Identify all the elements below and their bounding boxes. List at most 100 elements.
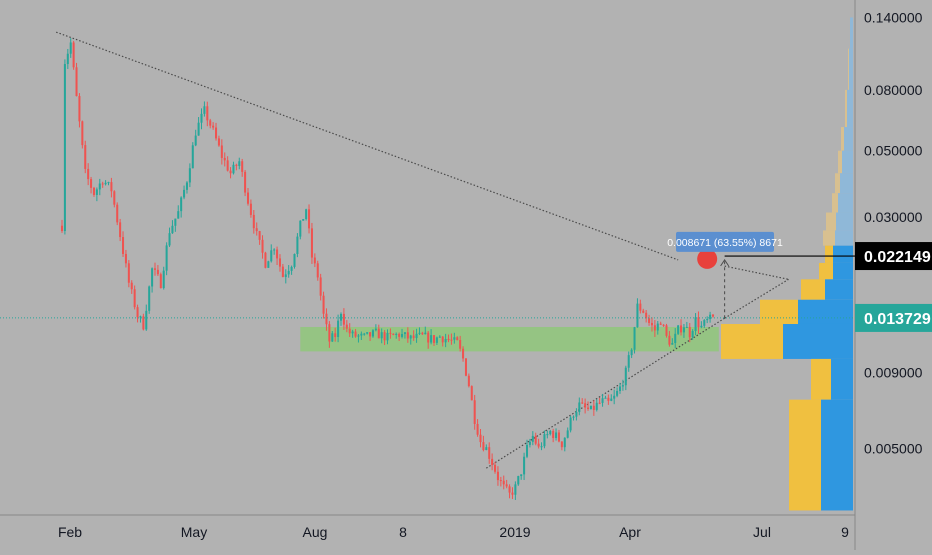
time-axis[interactable]: Feb May Aug 8 2019 Apr Jul 9	[58, 524, 849, 540]
candle-body	[162, 270, 165, 289]
candle	[87, 163, 90, 186]
candle	[464, 358, 467, 377]
candle-body	[124, 253, 127, 264]
candle-body	[342, 313, 345, 325]
volume-profile-sell	[845, 89, 847, 128]
candle-body	[441, 336, 444, 343]
measure-tool[interactable]: 0.008671 (63.55%) 8671	[667, 231, 783, 319]
candle-body	[119, 222, 122, 238]
candle	[560, 441, 563, 451]
trendlines[interactable]	[55, 31, 789, 469]
candle	[191, 142, 194, 169]
candle	[122, 231, 125, 257]
candle	[491, 453, 494, 471]
candle	[148, 285, 151, 314]
candle	[342, 308, 345, 330]
candle-body	[476, 423, 479, 435]
candle	[528, 438, 531, 448]
candle-body	[444, 338, 447, 343]
candle-body	[424, 332, 427, 335]
candle-body	[494, 464, 497, 472]
candle-body	[110, 182, 113, 192]
candle	[398, 332, 401, 341]
candle-body	[258, 231, 261, 240]
candle	[671, 338, 674, 345]
candle	[339, 312, 343, 326]
candle-body	[337, 320, 340, 337]
candle-body	[145, 310, 148, 330]
candle-body	[328, 324, 331, 342]
x-tick-label: Aug	[303, 524, 328, 540]
candle-body	[215, 127, 218, 139]
candle	[401, 328, 404, 339]
candle-body	[569, 417, 572, 431]
candle	[485, 444, 488, 451]
volume-profile-sell	[760, 299, 798, 324]
candle	[525, 439, 529, 459]
volume-profile-sell	[819, 262, 833, 280]
candle-body	[601, 398, 604, 403]
candle	[627, 351, 630, 372]
candle-body	[470, 386, 473, 401]
candle-body	[122, 237, 125, 254]
candle	[389, 328, 392, 339]
candle-body	[206, 106, 209, 121]
candle	[621, 379, 624, 391]
volume-profile-sell	[826, 212, 836, 231]
candle-body	[87, 168, 90, 180]
candle	[604, 395, 607, 399]
y-tick-label: 0.005000	[864, 441, 923, 457]
candle-body	[604, 397, 607, 399]
candle	[145, 304, 148, 331]
candle-body	[249, 203, 252, 215]
candle-body	[616, 391, 619, 396]
candle	[662, 324, 665, 327]
candle	[523, 452, 526, 481]
candle-body	[543, 434, 546, 447]
candle	[502, 475, 505, 490]
candle-body	[523, 456, 526, 475]
candle-body	[264, 252, 267, 268]
candle	[479, 428, 482, 448]
candle	[313, 253, 316, 268]
volume-profile-buy	[835, 230, 853, 246]
price-axis[interactable]: 0.140000 0.080000 0.050000 0.030000 0.009000…	[864, 9, 923, 456]
candle	[691, 329, 694, 340]
candle	[84, 140, 87, 174]
y-tick-label: 0.050000	[864, 143, 923, 159]
candle	[418, 327, 421, 336]
volume-profile-buy	[838, 193, 853, 213]
candle-body	[671, 342, 674, 345]
candle-body	[528, 441, 531, 445]
candle-body	[645, 312, 648, 319]
candle	[63, 59, 66, 235]
candle-body	[377, 328, 380, 339]
candle-body	[566, 430, 569, 438]
candle	[95, 187, 98, 202]
candle	[569, 415, 572, 433]
candle-body	[142, 316, 145, 330]
candle	[159, 272, 162, 289]
candle-body	[334, 333, 337, 337]
volume-profile-buy	[840, 173, 853, 194]
candle-body	[703, 320, 706, 326]
candle	[598, 397, 601, 405]
candle	[549, 429, 552, 436]
candle	[72, 40, 75, 70]
candle	[709, 311, 712, 323]
candle	[392, 333, 395, 336]
candle-body	[656, 323, 659, 331]
candle-body	[552, 430, 555, 438]
candle-body	[630, 349, 633, 356]
candle-body	[415, 333, 418, 339]
volume-profile-buy	[844, 127, 853, 151]
candle-body	[398, 333, 401, 337]
candle-body	[200, 113, 203, 123]
candle	[380, 328, 383, 344]
candle-body	[348, 328, 351, 334]
candle-body	[618, 386, 622, 392]
candle-body	[113, 191, 116, 205]
candle	[656, 320, 659, 335]
candle	[711, 314, 715, 318]
